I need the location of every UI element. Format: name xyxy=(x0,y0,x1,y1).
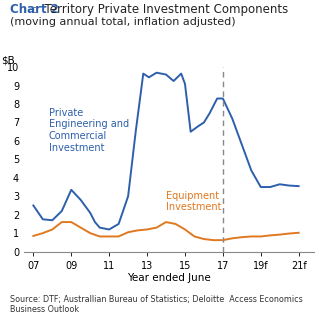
Text: :  Territory Private Investment Components: : Territory Private Investment Component… xyxy=(33,3,288,16)
Text: Chart 2: Chart 2 xyxy=(10,3,59,16)
Text: Private
Engineering and
Commercial
Investment: Private Engineering and Commercial Inves… xyxy=(49,108,129,153)
X-axis label: Year ended June: Year ended June xyxy=(127,273,211,283)
Text: $B: $B xyxy=(1,55,14,65)
Text: Source: DTF; Australlian Bureau of Statistics; Deloitte  Access Economics
Busine: Source: DTF; Australlian Bureau of Stati… xyxy=(10,295,302,314)
Text: (moving annual total, inflation adjusted): (moving annual total, inflation adjusted… xyxy=(10,17,235,27)
Text: Equipment
Investment: Equipment Investment xyxy=(166,191,222,212)
